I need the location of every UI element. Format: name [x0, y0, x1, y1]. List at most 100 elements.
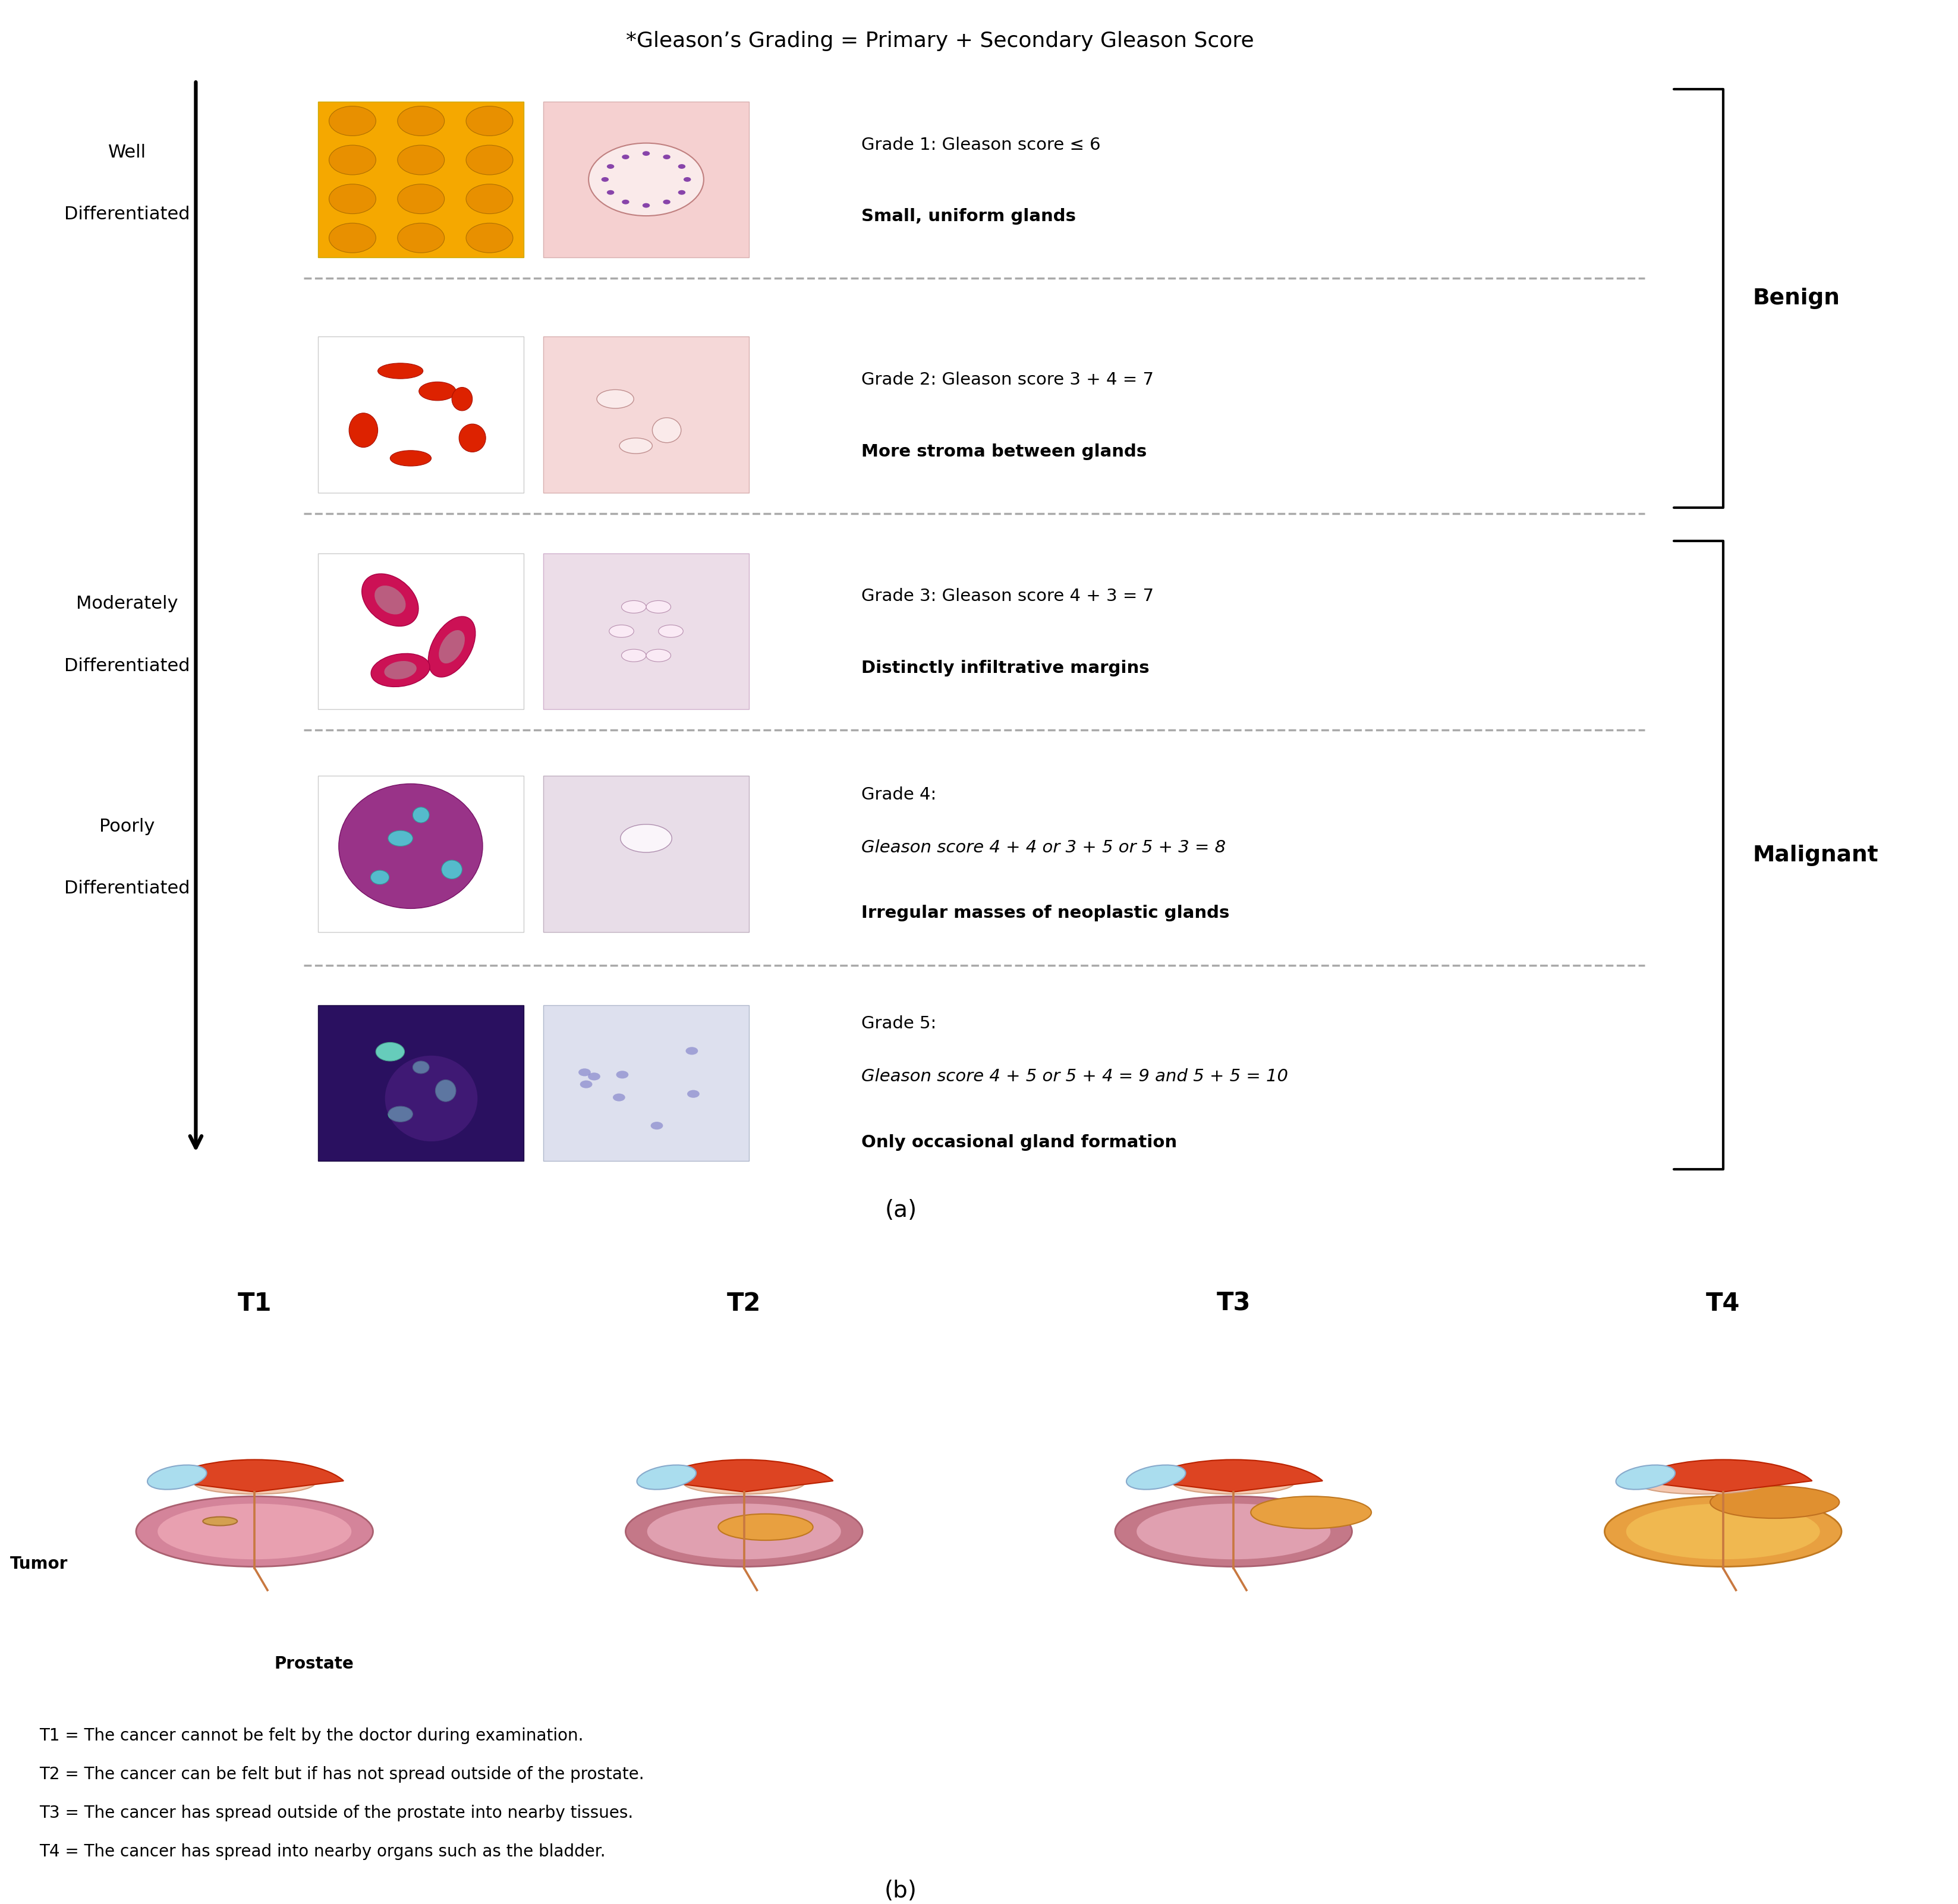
- Circle shape: [466, 145, 513, 175]
- Ellipse shape: [646, 1504, 842, 1559]
- Wedge shape: [1145, 1460, 1322, 1493]
- Circle shape: [644, 1076, 656, 1083]
- Circle shape: [623, 200, 629, 204]
- FancyBboxPatch shape: [317, 777, 525, 931]
- Ellipse shape: [646, 600, 672, 613]
- Ellipse shape: [159, 1504, 352, 1559]
- Wedge shape: [1635, 1460, 1811, 1493]
- Circle shape: [691, 1083, 703, 1091]
- Circle shape: [642, 204, 650, 208]
- Text: Malignant: Malignant: [1752, 845, 1878, 866]
- Ellipse shape: [1251, 1497, 1371, 1529]
- FancyBboxPatch shape: [317, 337, 525, 493]
- Ellipse shape: [1126, 1464, 1187, 1489]
- Text: Differentiated: Differentiated: [65, 880, 190, 897]
- Circle shape: [670, 1087, 681, 1095]
- Ellipse shape: [349, 413, 378, 447]
- Text: Well: Well: [108, 143, 147, 160]
- Ellipse shape: [376, 1041, 405, 1061]
- FancyBboxPatch shape: [544, 554, 748, 708]
- Ellipse shape: [1709, 1485, 1839, 1517]
- Wedge shape: [166, 1460, 343, 1493]
- Wedge shape: [656, 1460, 832, 1493]
- Text: *Gleason’s Grading = Primary + Secondary Gleason Score: *Gleason’s Grading = Primary + Secondary…: [627, 30, 1253, 51]
- Text: T3 = The cancer has spread outside of the prostate into nearby tissues.: T3 = The cancer has spread outside of th…: [39, 1805, 632, 1822]
- Ellipse shape: [370, 870, 390, 883]
- Ellipse shape: [147, 1464, 208, 1489]
- Circle shape: [642, 150, 650, 156]
- Ellipse shape: [458, 425, 486, 451]
- Circle shape: [677, 190, 685, 194]
- Text: T3: T3: [1216, 1291, 1251, 1316]
- Text: Small, uniform glands: Small, uniform glands: [862, 208, 1077, 225]
- Text: T4 = The cancer has spread into nearby organs such as the bladder.: T4 = The cancer has spread into nearby o…: [39, 1843, 605, 1860]
- Ellipse shape: [1136, 1504, 1331, 1559]
- Text: Distinctly infiltrative margins: Distinctly infiltrative margins: [862, 661, 1149, 676]
- Circle shape: [677, 164, 685, 169]
- Circle shape: [589, 143, 703, 215]
- Circle shape: [607, 190, 615, 194]
- Ellipse shape: [1615, 1464, 1676, 1489]
- Text: T1: T1: [237, 1291, 272, 1316]
- Text: Irregular masses of neoplastic glands: Irregular masses of neoplastic glands: [862, 904, 1230, 922]
- Ellipse shape: [429, 617, 476, 678]
- Circle shape: [397, 223, 444, 253]
- Ellipse shape: [619, 438, 652, 453]
- Text: Moderately: Moderately: [76, 596, 178, 613]
- Circle shape: [466, 107, 513, 135]
- Text: Only occasional gland formation: Only occasional gland formation: [862, 1135, 1177, 1150]
- Ellipse shape: [636, 1464, 697, 1489]
- Ellipse shape: [439, 630, 464, 663]
- Ellipse shape: [719, 1514, 813, 1540]
- Ellipse shape: [390, 451, 431, 466]
- Circle shape: [623, 154, 629, 160]
- Ellipse shape: [1606, 1497, 1841, 1567]
- Text: Prostate: Prostate: [274, 1656, 354, 1672]
- Ellipse shape: [621, 600, 646, 613]
- Ellipse shape: [384, 661, 417, 680]
- Text: Grade 1: Gleason score ≤ 6: Grade 1: Gleason score ≤ 6: [862, 137, 1100, 152]
- Circle shape: [695, 1062, 709, 1070]
- Circle shape: [329, 223, 376, 253]
- Text: T1 = The cancer cannot be felt by the doctor during examination.: T1 = The cancer cannot be felt by the do…: [39, 1727, 583, 1744]
- Ellipse shape: [1173, 1472, 1294, 1495]
- Text: Grade 4:: Grade 4:: [862, 786, 936, 803]
- Ellipse shape: [419, 383, 456, 400]
- Ellipse shape: [204, 1517, 237, 1525]
- Ellipse shape: [452, 387, 472, 411]
- Ellipse shape: [374, 586, 405, 615]
- Text: T2: T2: [726, 1291, 762, 1316]
- Text: More stroma between glands: More stroma between glands: [862, 444, 1147, 461]
- Ellipse shape: [646, 649, 672, 663]
- Circle shape: [329, 107, 376, 135]
- Circle shape: [605, 1032, 619, 1040]
- Ellipse shape: [378, 364, 423, 379]
- Circle shape: [329, 185, 376, 213]
- Circle shape: [397, 185, 444, 213]
- Circle shape: [664, 154, 670, 160]
- Circle shape: [670, 1059, 683, 1066]
- Text: Gleason score 4 + 4 or 3 + 5 or 5 + 3 = 8: Gleason score 4 + 4 or 3 + 5 or 5 + 3 = …: [862, 840, 1226, 857]
- Ellipse shape: [388, 1106, 413, 1121]
- Ellipse shape: [1116, 1497, 1351, 1567]
- Ellipse shape: [362, 573, 419, 626]
- Ellipse shape: [609, 625, 634, 638]
- FancyBboxPatch shape: [544, 777, 748, 931]
- Circle shape: [601, 177, 609, 181]
- Text: Grade 3: Gleason score 4 + 3 = 7: Grade 3: Gleason score 4 + 3 = 7: [862, 588, 1153, 605]
- Ellipse shape: [683, 1472, 805, 1495]
- Ellipse shape: [658, 625, 683, 638]
- Circle shape: [329, 145, 376, 175]
- Ellipse shape: [194, 1472, 315, 1495]
- FancyBboxPatch shape: [317, 554, 525, 708]
- Ellipse shape: [443, 861, 462, 880]
- Text: T4: T4: [1705, 1291, 1741, 1316]
- Ellipse shape: [386, 1055, 478, 1140]
- FancyBboxPatch shape: [544, 337, 748, 493]
- Circle shape: [664, 200, 670, 204]
- Ellipse shape: [597, 390, 634, 407]
- Ellipse shape: [413, 807, 429, 823]
- Circle shape: [607, 164, 615, 169]
- Text: Gleason score 4 + 5 or 5 + 4 = 9 and 5 + 5 = 10: Gleason score 4 + 5 or 5 + 4 = 9 and 5 +…: [862, 1068, 1288, 1085]
- Ellipse shape: [370, 653, 431, 687]
